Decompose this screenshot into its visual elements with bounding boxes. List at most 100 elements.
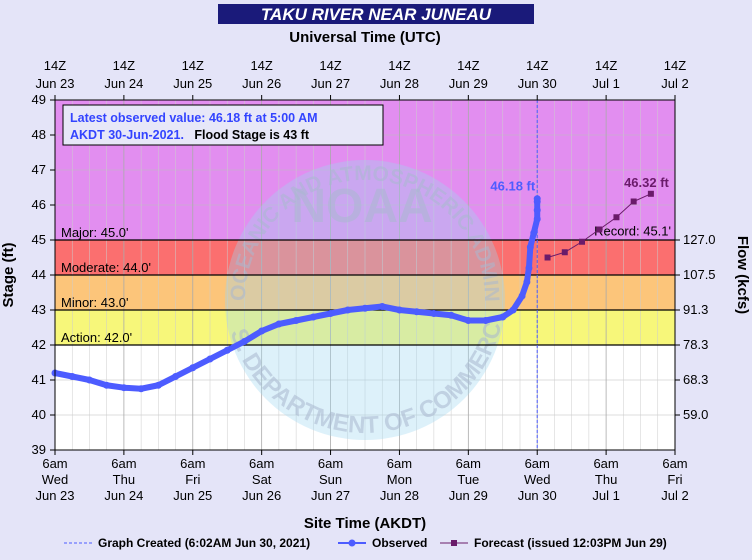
time-tick-date: Jul 2 <box>661 488 688 503</box>
observed-point <box>533 206 541 214</box>
observed-point <box>172 373 180 380</box>
time-tick-day: Mon <box>387 472 412 487</box>
observed-point <box>240 338 248 345</box>
forecast-point <box>544 254 551 261</box>
observed-point <box>137 385 145 393</box>
observed-point <box>523 278 531 286</box>
annotation-line-2-date: AKDT 30-Jun-2021. <box>70 128 184 142</box>
observed-point <box>309 313 317 321</box>
utc-tick-date: Jun 27 <box>311 76 350 91</box>
utc-tick-hour: 14Z <box>250 58 272 73</box>
top-axis-title: Universal Time (UTC) <box>289 29 440 46</box>
utc-tick-date: Jun 23 <box>35 76 74 91</box>
title-bar <box>218 4 534 24</box>
annotation-line-2-flood: Flood Stage is 43 ft <box>194 128 309 142</box>
observed-point <box>533 215 541 223</box>
time-tick-hour: 6am <box>180 456 205 471</box>
utc-tick-hour: 14Z <box>526 58 548 73</box>
time-tick-date: Jun 28 <box>380 488 419 503</box>
forecast-point <box>596 226 603 233</box>
label-minor: Minor: 43.0' <box>61 295 129 310</box>
time-tick-date: Jun 25 <box>173 488 212 503</box>
time-tick-date: Jul 1 <box>592 488 619 503</box>
utc-tick-date: Jun 30 <box>518 76 557 91</box>
utc-tick-hour: 14Z <box>113 58 135 73</box>
flow-axis-title: Flow (kcfs) <box>734 236 751 314</box>
observed-point <box>292 317 300 324</box>
time-tick-day: Thu <box>595 472 617 487</box>
plot-area: NATIONAL OCEANIC AND ATMOSPHERIC ADMINIS… <box>0 0 676 451</box>
stage-tick-label: 44 <box>32 267 46 282</box>
utc-tick-date: Jul 2 <box>661 76 688 91</box>
utc-tick-hour: 14Z <box>319 58 341 73</box>
flood-category-labels: Action: 42.0' Minor: 43.0' Moderate: 44.0'… <box>55 224 675 346</box>
utc-tick-hour: 14Z <box>664 58 686 73</box>
utc-tick-hour: 14Z <box>182 58 204 73</box>
label-action: Action: 42.0' <box>61 330 132 345</box>
time-tick-day: Thu <box>113 472 135 487</box>
utc-tick-hour: 14Z <box>457 58 479 73</box>
observed-point <box>499 313 507 321</box>
observed-point <box>154 381 162 389</box>
legend: Graph Created (6:02AM Jun 30, 2021) Obse… <box>64 536 667 550</box>
stage-axis-title: Stage (ft) <box>0 243 17 308</box>
time-tick-hour: 6am <box>662 456 687 471</box>
stage-tick-label: 45 <box>32 232 46 247</box>
observed-point <box>275 320 283 328</box>
annotation-line-2: AKDT 30-Jun-2021. Flood Stage is 43 ft <box>70 126 310 143</box>
observed-point <box>327 310 335 317</box>
observed-point <box>189 364 197 372</box>
observed-point <box>447 311 455 319</box>
observed-point <box>120 384 128 392</box>
utc-tick-date: Jun 28 <box>380 76 419 91</box>
time-tick-date: Jun 26 <box>242 488 281 503</box>
annotation-line-1: Latest observed value: 46.18 ft at 5:00 … <box>70 111 318 125</box>
observed-point <box>344 306 352 314</box>
flow-tick-label: 78.3 <box>683 337 708 352</box>
time-tick-day: Fri <box>667 472 682 487</box>
observed-point <box>378 303 386 310</box>
time-tick-date: Jun 27 <box>311 488 350 503</box>
forecast-point <box>647 190 654 197</box>
forecast-point <box>613 214 620 221</box>
flow-axis-ticks: 59.0 68.3 78.3 91.3 107.5 127.0 <box>675 232 716 422</box>
stage-tick-label: 41 <box>32 372 46 387</box>
stage-axis-ticks: 39 40 41 42 43 44 45 46 47 48 49 <box>32 92 55 457</box>
utc-tick-date: Jun 24 <box>104 76 143 91</box>
utc-tick-date: Jun 25 <box>173 76 212 91</box>
time-tick-date: Jun 30 <box>518 488 557 503</box>
time-tick-hour: 6am <box>249 456 274 471</box>
observed-point <box>395 306 403 314</box>
chart-title: TAKU RIVER NEAR JUNEAU <box>261 5 492 24</box>
time-tick-day: Sun <box>319 472 342 487</box>
stage-tick-label: 48 <box>32 127 46 142</box>
time-tick-day: Wed <box>42 472 69 487</box>
observed-point <box>361 304 369 312</box>
observed-point <box>206 355 214 363</box>
stage-tick-label: 39 <box>32 442 46 457</box>
label-moderate: Moderate: 44.0' <box>61 260 151 275</box>
time-tick-hour: 6am <box>42 456 67 471</box>
time-tick-hour: 6am <box>387 456 412 471</box>
latest-observation-box: Latest observed value: 46.18 ft at 5:00 … <box>62 104 384 146</box>
flow-tick-label: 127.0 <box>683 232 716 247</box>
flow-tick-label: 107.5 <box>683 267 716 282</box>
time-tick-date: Jun 23 <box>35 488 74 503</box>
stage-tick-label: 49 <box>32 92 46 107</box>
time-tick-day: Sat <box>252 472 272 487</box>
utc-tick-hour: 14Z <box>44 58 66 73</box>
observed-point <box>518 292 526 300</box>
legend-forecast: Forecast (issued 12:03PM Jun 29) <box>474 536 667 550</box>
flow-tick-label: 68.3 <box>683 372 708 387</box>
observed-point <box>464 317 472 324</box>
watermark-logo-text: NOAA <box>291 180 432 233</box>
time-tick-date: Jun 24 <box>104 488 143 503</box>
forecast-point <box>579 238 585 245</box>
observed-point <box>509 306 517 314</box>
stage-tick-label: 46 <box>32 197 46 212</box>
observed-point <box>68 373 76 380</box>
observed-point <box>526 243 534 251</box>
observed-point <box>223 346 231 354</box>
